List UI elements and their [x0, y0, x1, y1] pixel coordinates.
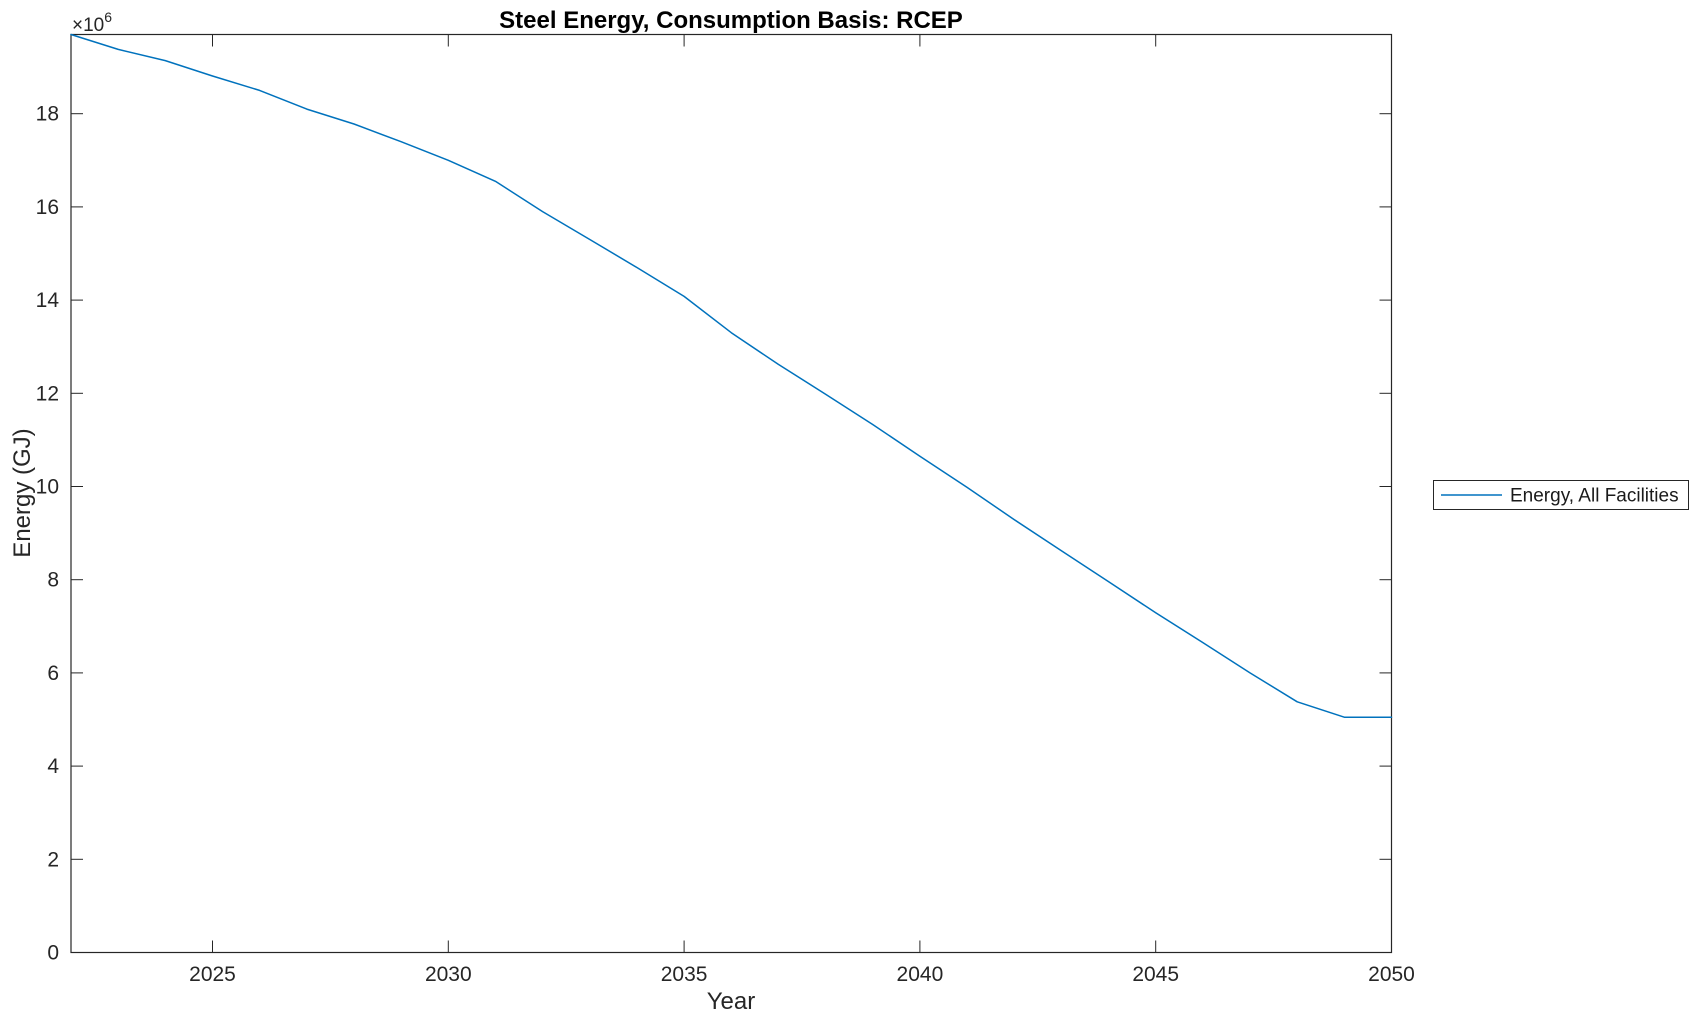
- y-tick-label: 10: [36, 476, 59, 499]
- axes-box: [70, 33, 1393, 954]
- y-tick-label: 2: [47, 848, 59, 871]
- y-tick-label: 14: [36, 289, 60, 312]
- y-tick-label: 12: [36, 382, 59, 405]
- y-axis-label: Energy (GJ): [9, 428, 36, 557]
- y-tick-label: 6: [47, 662, 59, 685]
- y-tick-label: 4: [47, 755, 59, 778]
- y-axis-exponent-base: ×10: [72, 15, 104, 36]
- chart-title: Steel Energy, Consumption Basis: RCEP: [499, 7, 963, 34]
- x-tick-label: 2035: [661, 963, 708, 986]
- legend: Energy, All Facilities: [1433, 480, 1689, 510]
- series-line: [70, 33, 1393, 718]
- legend-label: Energy, All Facilities: [1510, 486, 1679, 507]
- y-tick-label: 18: [36, 103, 59, 126]
- y-axis-exponent: ×106: [72, 9, 112, 36]
- x-tick-label: 2040: [897, 963, 944, 986]
- x-axis-label: Year: [707, 988, 756, 1015]
- x-tick-label: 2045: [1132, 963, 1179, 986]
- plot-area: 2025 2030 2035 2040 2045 2050 0 2 4 6 8 10 12 14 16 18: [36, 33, 1415, 986]
- x-tick-label: 2025: [189, 963, 236, 986]
- y-tick-label: 16: [36, 196, 59, 219]
- x-tick-label: 2030: [425, 963, 472, 986]
- y-tick-label: 0: [47, 942, 59, 965]
- y-axis-exponent-power: 6: [104, 9, 112, 25]
- x-tick-label: 2050: [1368, 963, 1415, 986]
- y-tick-label: 8: [47, 569, 59, 592]
